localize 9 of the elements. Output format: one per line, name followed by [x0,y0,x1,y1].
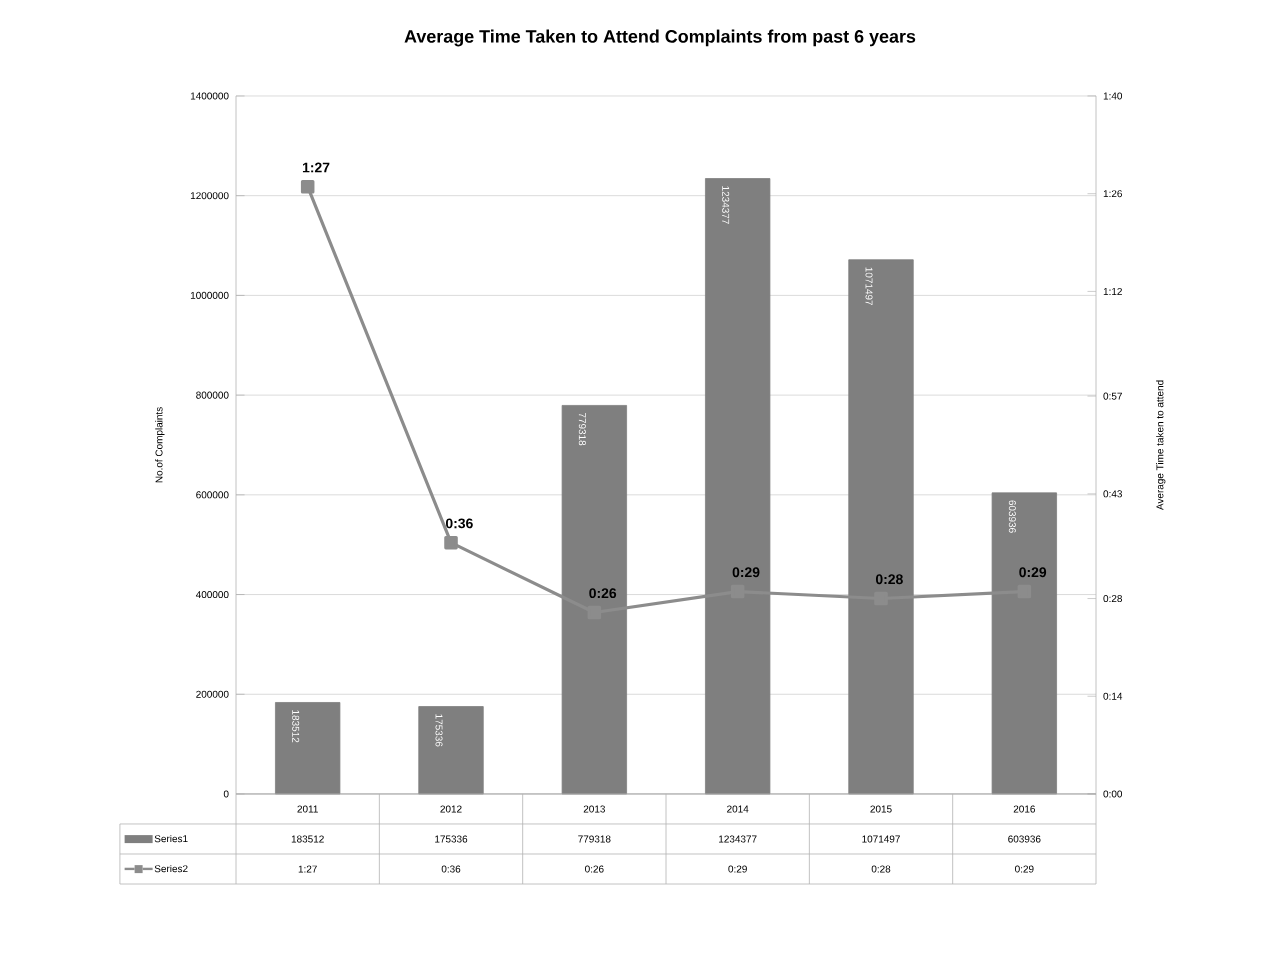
bar [705,178,771,795]
bar [275,702,341,795]
bar [418,706,484,795]
bar [991,492,1057,795]
bar [848,259,914,795]
chart-title: Average Time Taken to Attend Complaints from past 6 years [404,29,916,47]
bar [561,405,627,795]
point [444,535,458,550]
point [300,179,315,194]
